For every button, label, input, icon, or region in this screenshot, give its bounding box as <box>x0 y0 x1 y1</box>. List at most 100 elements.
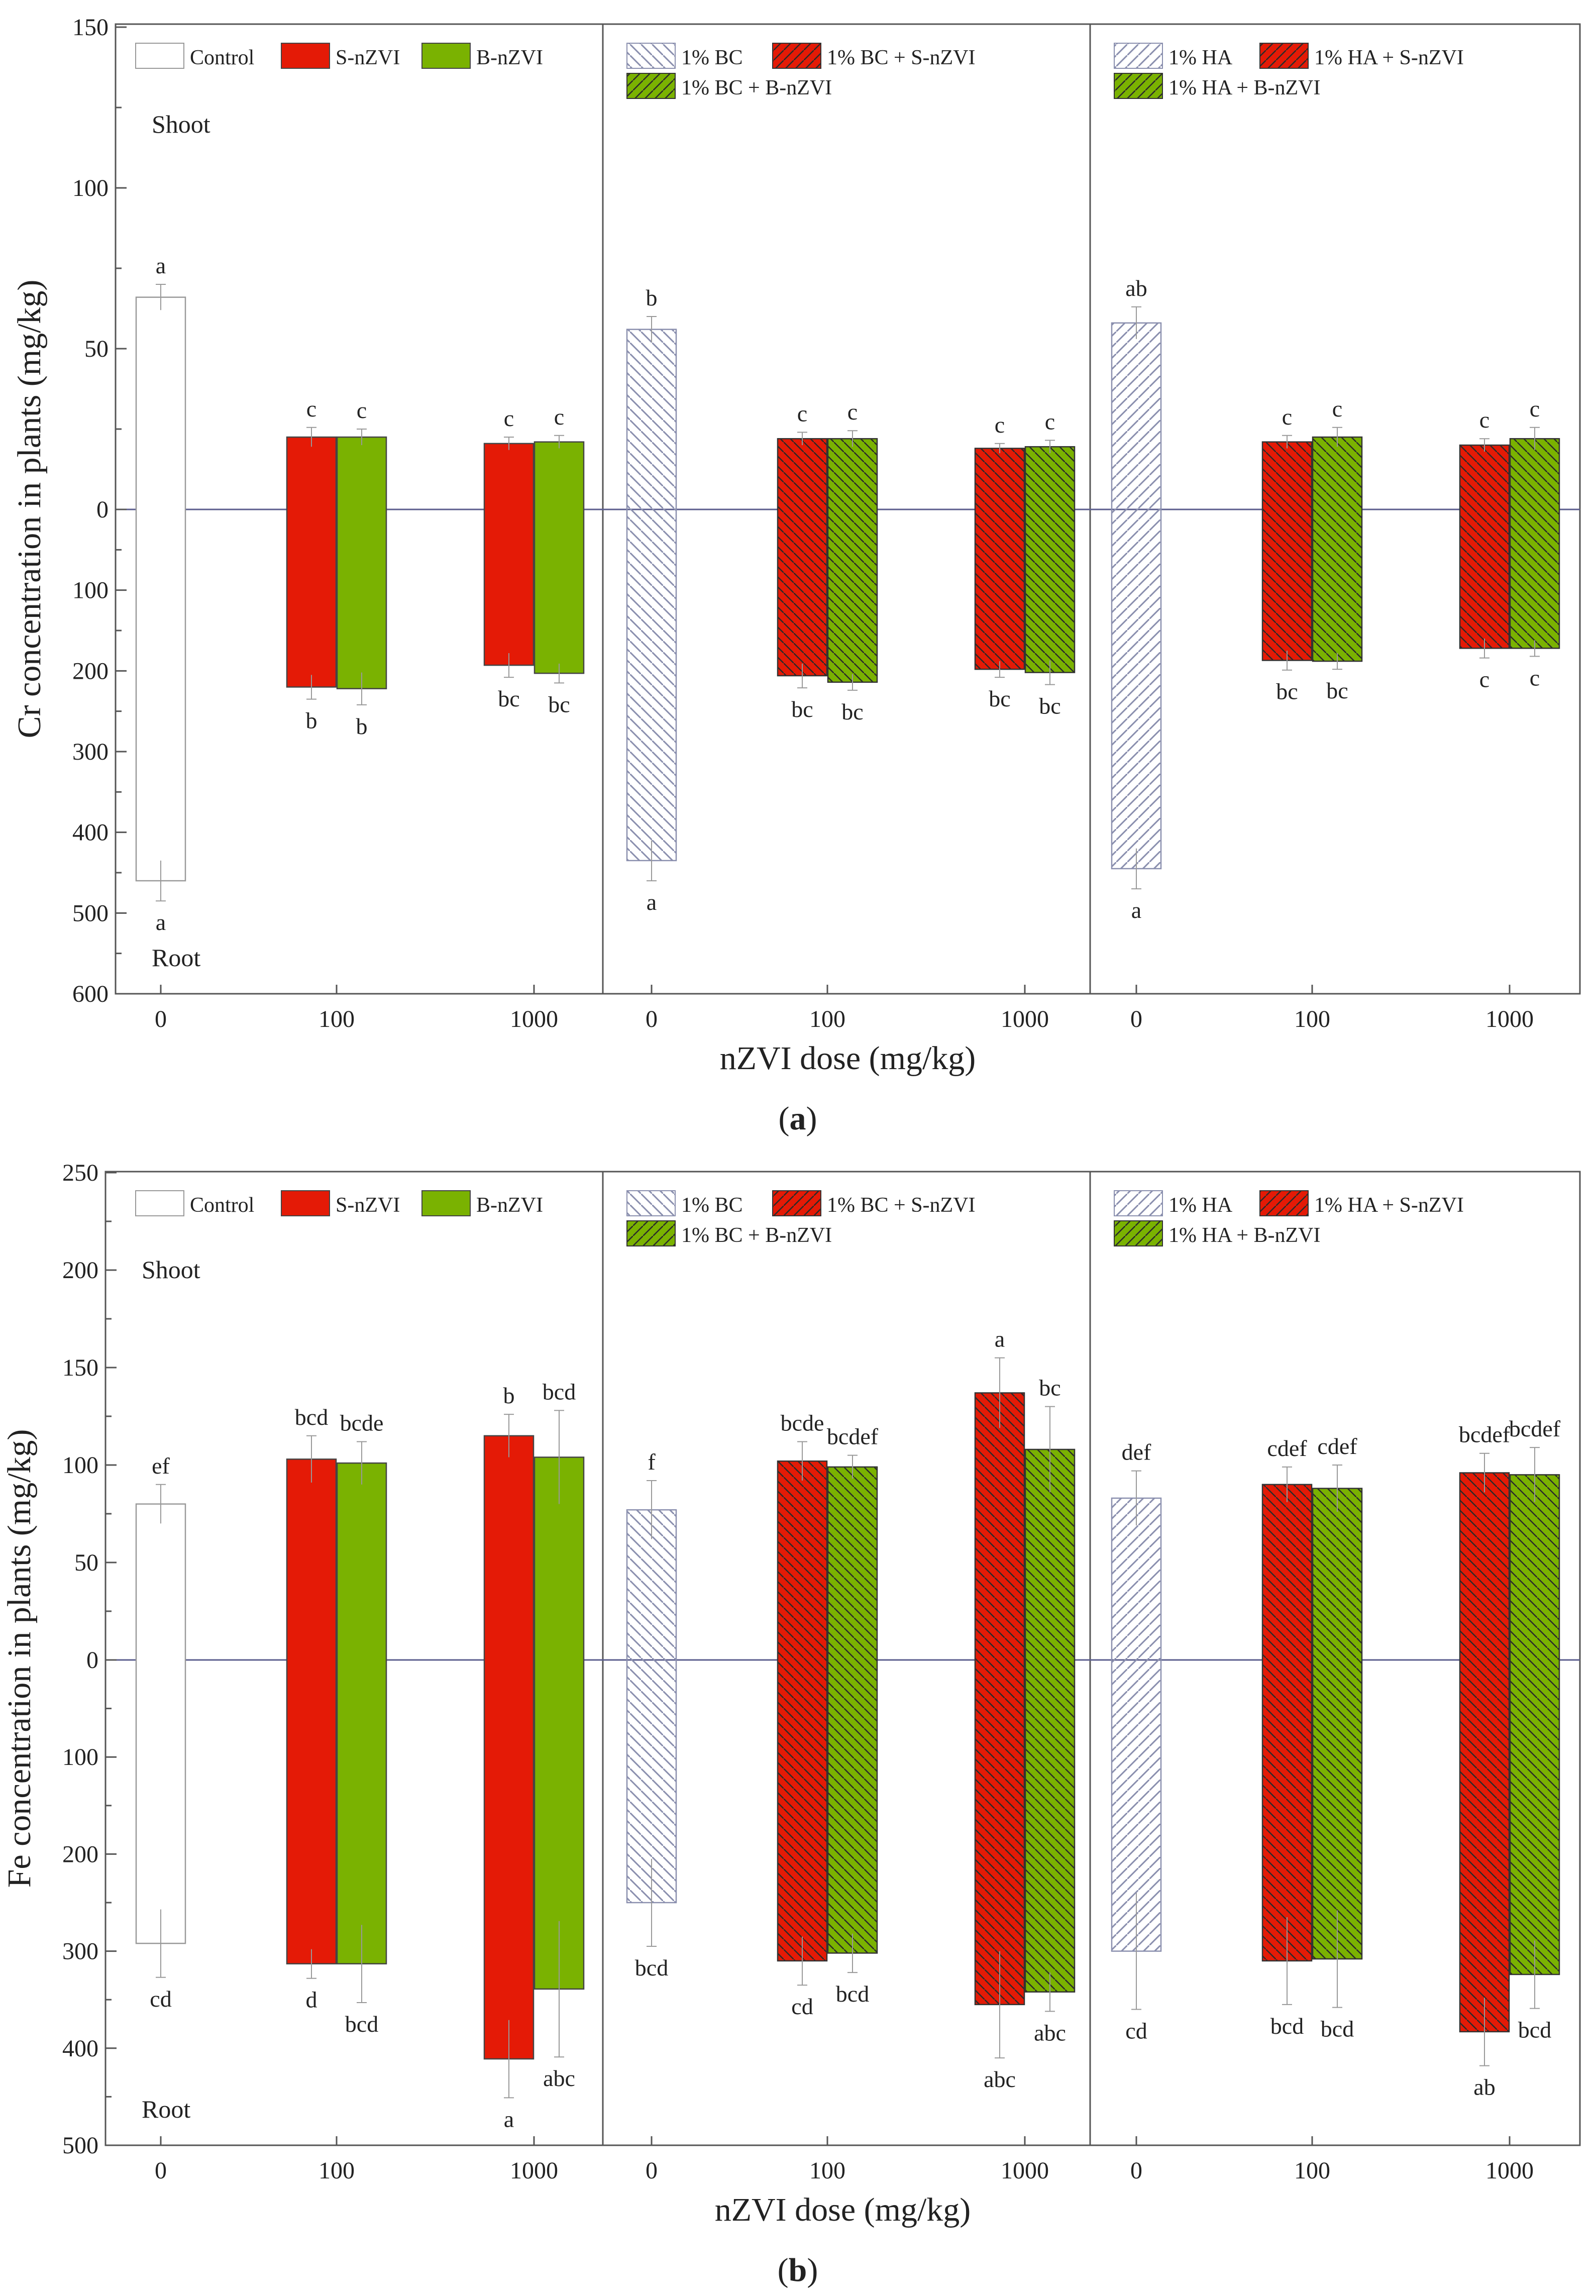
x-tick-label: 0 <box>1130 2157 1142 2184</box>
x-tick-label: 0 <box>155 1006 167 1032</box>
legend-swatch <box>1259 1190 1309 1216</box>
legend-swatch <box>281 1190 330 1216</box>
bar <box>1312 436 1363 662</box>
legend-swatch <box>626 43 676 69</box>
x-tick-label: 100 <box>809 1006 845 1032</box>
x-tick-label: 100 <box>318 2157 355 2184</box>
y-tick-label: 250 <box>62 1160 98 1186</box>
root-label: Root <box>152 944 200 972</box>
legend-swatch <box>626 73 676 99</box>
bar <box>286 436 337 688</box>
legend-label: S-nZVI <box>336 1194 400 1217</box>
root-significance-letter: bc <box>989 686 1010 711</box>
shoot-significance-letter: bcd <box>543 1379 576 1404</box>
shoot-significance-letter: bcdef <box>1509 1416 1561 1441</box>
bar <box>1459 444 1510 649</box>
bar <box>1024 446 1076 673</box>
legend-swatch <box>626 1190 676 1216</box>
shoot-significance-letter: c <box>1045 408 1055 434</box>
y-tick-label: 400 <box>72 819 109 846</box>
shoot-significance-letter: bc <box>1039 1375 1060 1401</box>
legend-label: B-nZVI <box>476 1194 543 1217</box>
x-tick-label: 100 <box>318 1006 355 1032</box>
bar <box>1509 438 1560 649</box>
shoot-significance-letter: cdef <box>1267 1435 1307 1461</box>
x-tick-label: 0 <box>155 2157 167 2184</box>
legend-label: 1% HA <box>1168 46 1233 69</box>
legend-swatch <box>135 1190 184 1216</box>
shoot-significance-letter: c <box>1479 407 1489 433</box>
panel-letter: b <box>789 2252 807 2288</box>
legend-label: B-nZVI <box>476 46 543 69</box>
bar <box>777 438 828 677</box>
shoot-significance-letter: c <box>1282 404 1292 430</box>
bar <box>1312 1488 1363 1960</box>
y-tick-label: 300 <box>72 739 109 765</box>
x-tick-label: 100 <box>1294 1006 1330 1032</box>
x-tick-label: 1000 <box>510 2157 558 2184</box>
root-significance-letter: bcd <box>1321 2016 1354 2042</box>
bar <box>1024 1448 1076 1993</box>
root-significance-letter: bcd <box>345 2011 378 2037</box>
y-axis-title: Fe concentration in plants (mg/kg) <box>1 1429 38 1888</box>
bar <box>483 1435 535 2060</box>
root-significance-letter: bc <box>1326 678 1348 703</box>
shoot-significance-letter: b <box>503 1383 515 1408</box>
legend-label: 1% HA + B-nZVI <box>1168 76 1321 99</box>
shoot-significance-letter: c <box>1332 396 1342 422</box>
legend-label: 1% BC + S-nZVI <box>827 1194 976 1217</box>
legend-swatch <box>135 43 184 69</box>
shoot-significance-letter: b <box>646 285 658 310</box>
root-significance-letter: a <box>647 889 657 915</box>
shoot-significance-letter: ab <box>1125 275 1147 301</box>
legend-label: Control <box>190 46 254 69</box>
legend-swatch <box>1114 43 1163 69</box>
shoot-significance-letter: c <box>995 412 1005 438</box>
root-label: Root <box>142 2095 190 2123</box>
bar <box>286 1458 337 1964</box>
shoot-significance-letter: c <box>797 400 807 426</box>
y-axis-title: Cr concentration in plants (mg/kg) <box>11 280 48 739</box>
y-tick-label: 0 <box>96 496 109 523</box>
x-tick-label: 0 <box>646 2157 658 2184</box>
panel-label: (b) <box>778 2252 818 2288</box>
x-tick-label: 0 <box>1130 1006 1142 1032</box>
y-tick-label: 400 <box>62 2035 98 2062</box>
legend-label: 1% BC <box>681 46 743 69</box>
x-axis-title: nZVI dose (mg/kg) <box>715 2191 971 2228</box>
shoot-significance-letter: bcde <box>340 1410 384 1435</box>
x-tick-label: 100 <box>809 2157 845 2184</box>
y-tick-label: 100 <box>72 577 109 604</box>
root-significance-letter: c <box>1530 665 1540 690</box>
root-significance-letter: a <box>504 2106 514 2132</box>
shoot-significance-letter: c <box>847 399 858 425</box>
root-significance-letter: ab <box>1473 2074 1495 2100</box>
root-significance-letter: abc <box>1034 2020 1066 2045</box>
legend-label: 1% HA + S-nZVI <box>1314 46 1464 69</box>
bar <box>1509 1474 1560 1975</box>
shoot-significance-letter: cdef <box>1317 1433 1357 1459</box>
root-significance-letter: c <box>1479 667 1489 692</box>
legend-swatch <box>1114 73 1163 99</box>
x-tick-label: 100 <box>1294 2157 1330 2184</box>
y-tick-label: 200 <box>72 658 109 684</box>
bar <box>1111 1497 1162 1952</box>
y-tick-label: 100 <box>62 1744 98 1770</box>
x-axis-title: nZVI dose (mg/kg) <box>720 1040 976 1077</box>
shoot-significance-letter: c <box>357 397 367 423</box>
root-significance-letter: bcd <box>635 1955 668 1980</box>
legend-label: 1% BC + B-nZVI <box>681 1224 832 1247</box>
legend-swatch <box>281 43 330 69</box>
bar <box>827 1466 878 1954</box>
root-significance-letter: bcd <box>836 1981 869 2007</box>
y-tick-label: 150 <box>62 1354 98 1381</box>
panel-label: (a) <box>779 1100 817 1137</box>
y-tick-label: 50 <box>84 336 109 362</box>
legend-label: S-nZVI <box>336 46 400 69</box>
root-significance-letter: abc <box>984 2066 1016 2092</box>
root-significance-letter: b <box>306 708 317 734</box>
x-tick-label: 1000 <box>1001 1006 1049 1032</box>
legend-label: 1% HA + S-nZVI <box>1314 1194 1464 1217</box>
